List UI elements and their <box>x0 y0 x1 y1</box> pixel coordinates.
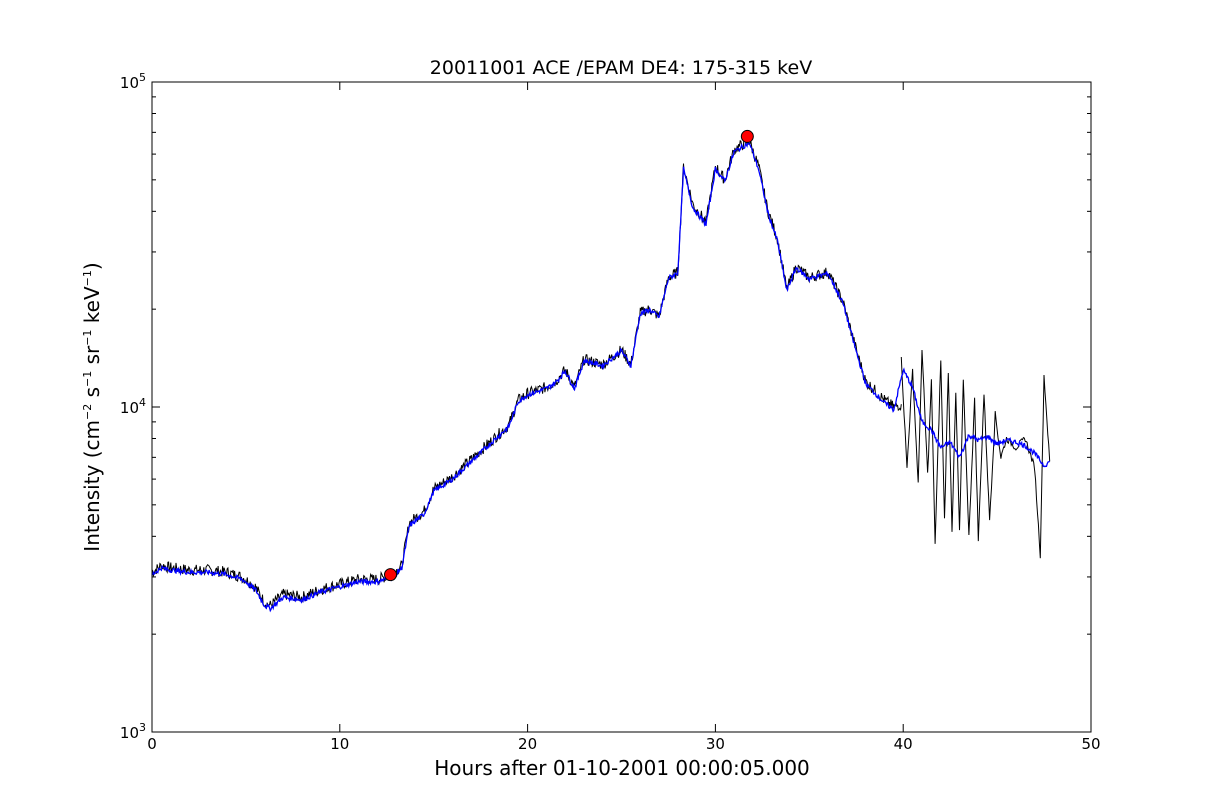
marker-point-2 <box>740 129 754 143</box>
x-axis-label: Hours after 01-10-2001 00:00:05.000 <box>434 756 810 780</box>
ticks <box>151 81 1092 733</box>
marker-point-1 <box>384 568 398 582</box>
y-tick-label-100000: 105 <box>120 71 146 92</box>
y-tick-label-1000: 103 <box>120 721 146 742</box>
x-tick-label-0: 0 <box>147 735 157 753</box>
chart-title: 20011001 ACE /EPAM DE4: 175-315 keV <box>430 57 812 79</box>
tick-labels: 0 10 20 30 40 50 103 104 105 <box>120 71 1101 753</box>
x-tick-label-10: 10 <box>330 735 349 753</box>
series-line-3-smoothed <box>151 140 1050 613</box>
series-line-2-raw-noisy <box>900 349 1051 559</box>
x-tick-label-20: 20 <box>518 735 537 753</box>
plot-lines <box>151 138 1051 613</box>
plot-markers <box>384 129 754 582</box>
y-tick-label-10000: 104 <box>120 396 146 417</box>
x-tick-label-40: 40 <box>894 735 913 753</box>
x-tick-label-50: 50 <box>1081 735 1100 753</box>
x-tick-label-30: 30 <box>706 735 725 753</box>
y-axis-label: Intensity (cm−2 s−1 sr−1 keV−1) <box>80 262 104 551</box>
